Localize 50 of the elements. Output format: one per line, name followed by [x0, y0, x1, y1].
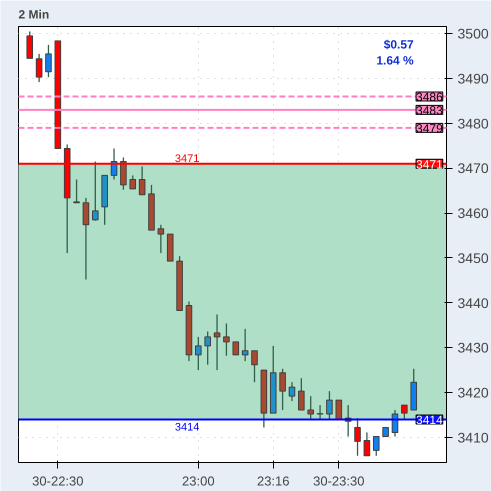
x-tick-label: 23:16	[256, 474, 290, 488]
candlestick	[138, 166, 146, 196]
candlestick	[129, 174, 136, 190]
candlestick	[372, 436, 380, 456]
candlestick	[401, 404, 408, 420]
y-tick-label: 3460	[458, 205, 489, 222]
annotation: 1.64 %	[376, 54, 414, 68]
y-tick-label: 3500	[458, 26, 489, 42]
candlestick	[242, 328, 248, 362]
candlestick	[316, 404, 324, 420]
x-tick-label: 23:00	[182, 474, 215, 488]
ref-line-label: 3471	[416, 157, 444, 172]
y-tick-label: 3490	[458, 70, 489, 87]
candlestick	[251, 350, 258, 383]
candlestick	[120, 156, 127, 190]
candlestick	[82, 197, 90, 280]
chart-title: 2 Min	[18, 8, 50, 22]
candlestick	[26, 30, 34, 59]
y-tick-label: 3410	[458, 429, 489, 446]
y-tick-label: 3470	[458, 160, 489, 176]
candlestick	[92, 160, 99, 222]
candlestick	[298, 378, 305, 411]
candlestick	[279, 368, 286, 411]
ref-line-label: 3414	[416, 412, 444, 427]
x-tick-label: 30-23:30	[313, 474, 364, 488]
candlestick	[354, 417, 361, 456]
candlestick	[335, 400, 342, 420]
y-tick-label: 3450	[458, 250, 489, 266]
annotation: 3414	[174, 421, 200, 434]
y-tick-label: 3440	[458, 294, 489, 311]
candlestick	[326, 390, 333, 420]
y-tick-label: 3480	[458, 115, 489, 132]
candlestick	[158, 224, 164, 254]
annotation: 3471	[174, 152, 200, 165]
candlestick	[36, 53, 42, 83]
candlestick	[232, 341, 240, 356]
candlestick	[110, 148, 118, 180]
annotation: $0.57	[384, 38, 414, 52]
candlestick	[195, 336, 202, 371]
candlestick	[364, 432, 370, 456]
candlestick	[223, 322, 230, 356]
candlestick	[307, 395, 314, 420]
candlestick	[73, 178, 80, 204]
candlestick	[288, 382, 296, 402]
y-tick-label: 3430	[458, 340, 489, 356]
y-tick-label: 3420	[458, 384, 489, 401]
candlestick	[214, 314, 220, 371]
candlestick	[45, 44, 52, 78]
candlestick	[204, 330, 211, 366]
x-tick-label: 30-22:30	[32, 474, 84, 488]
